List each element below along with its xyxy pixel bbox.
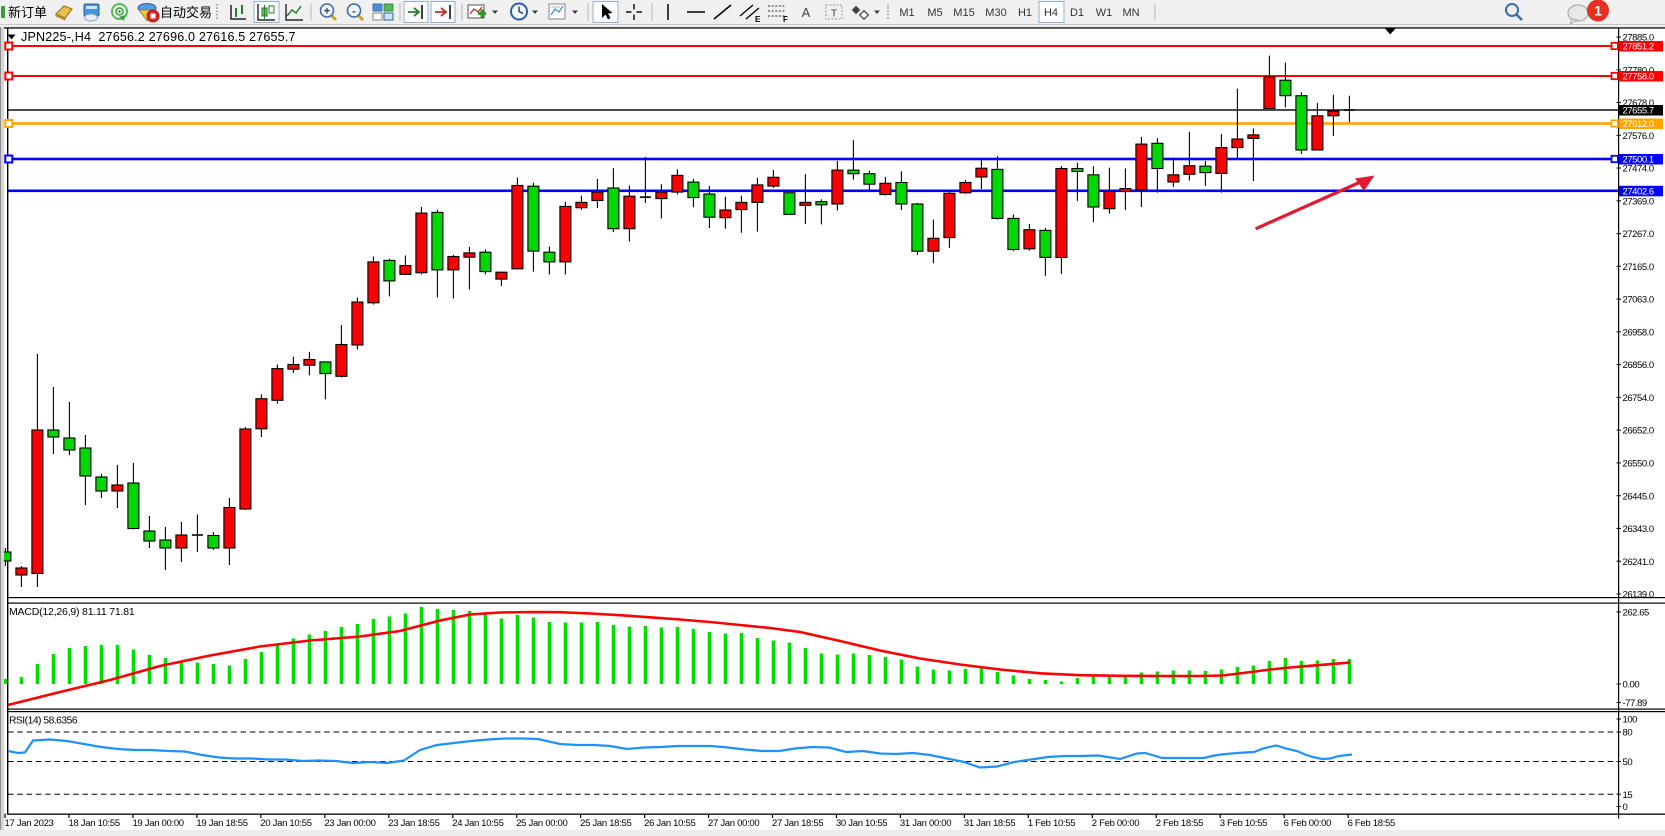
svg-text:19 Jan 00:00: 19 Jan 00:00 (132, 818, 183, 829)
svg-text:M15: M15 (953, 7, 974, 19)
svg-text:27780.0: 27780.0 (1623, 65, 1654, 76)
svg-text:H4: H4 (1044, 7, 1058, 19)
svg-text:27 Jan 18:55: 27 Jan 18:55 (772, 818, 823, 829)
svg-text:26550.0: 26550.0 (1623, 459, 1654, 470)
svg-text:H1: H1 (1018, 7, 1032, 19)
svg-text:-: - (352, 6, 356, 18)
svg-text:26445.0: 26445.0 (1623, 491, 1654, 502)
svg-text:17 Jan 2023: 17 Jan 2023 (5, 818, 54, 829)
svg-text:26856.0: 26856.0 (1623, 360, 1654, 371)
svg-text:27655.7: 27655.7 (1623, 106, 1654, 117)
svg-text:F: F (783, 15, 788, 24)
svg-text:+: + (324, 6, 330, 18)
svg-text:23 Jan 18:55: 23 Jan 18:55 (388, 818, 439, 829)
svg-text:24 Jan 10:55: 24 Jan 10:55 (452, 818, 503, 829)
svg-text:3 Feb 10:55: 3 Feb 10:55 (1220, 818, 1267, 829)
svg-text:M5: M5 (927, 7, 942, 19)
svg-text:27369.0: 27369.0 (1623, 196, 1654, 207)
svg-text:262.65: 262.65 (1623, 608, 1650, 619)
svg-text:0.00: 0.00 (1623, 680, 1640, 691)
svg-text:26652.0: 26652.0 (1623, 426, 1654, 437)
svg-text:27063.0: 27063.0 (1623, 295, 1654, 306)
svg-text:18 Jan 10:55: 18 Jan 10:55 (69, 818, 120, 829)
svg-text:30 Jan 10:55: 30 Jan 10:55 (836, 818, 887, 829)
svg-text:1 Feb 10:55: 1 Feb 10:55 (1028, 818, 1075, 829)
svg-text:2 Feb 00:00: 2 Feb 00:00 (1092, 818, 1139, 829)
svg-text:A: A (802, 5, 811, 20)
svg-text:31 Jan 00:00: 31 Jan 00:00 (900, 818, 951, 829)
svg-text:M1: M1 (899, 7, 914, 19)
svg-text:25 Jan 18:55: 25 Jan 18:55 (580, 818, 631, 829)
svg-text:26754.0: 26754.0 (1623, 393, 1654, 404)
svg-text:27612.0: 27612.0 (1623, 119, 1654, 130)
svg-text:自动交易: 自动交易 (160, 5, 212, 20)
svg-text:19 Jan 18:55: 19 Jan 18:55 (196, 818, 247, 829)
svg-text:MACD(12,26,9) 81.11 71.81: MACD(12,26,9) 81.11 71.81 (9, 606, 135, 618)
svg-text:0: 0 (1623, 802, 1628, 813)
svg-text:26 Jan 10:55: 26 Jan 10:55 (644, 818, 695, 829)
svg-text:31 Jan 18:55: 31 Jan 18:55 (964, 818, 1015, 829)
svg-text:27678.0: 27678.0 (1623, 98, 1654, 109)
svg-text:MN: MN (1122, 7, 1139, 19)
svg-text:100: 100 (1623, 715, 1638, 726)
svg-text:27474.0: 27474.0 (1623, 164, 1654, 175)
svg-text:26241.0: 26241.0 (1623, 557, 1654, 568)
svg-text:26958.0: 26958.0 (1623, 327, 1654, 338)
svg-text:27 Jan 00:00: 27 Jan 00:00 (708, 818, 759, 829)
svg-text:20 Jan 10:55: 20 Jan 10:55 (260, 818, 311, 829)
svg-text:27500.1: 27500.1 (1623, 155, 1654, 166)
svg-text:T: T (831, 9, 837, 20)
svg-text:27267.0: 27267.0 (1623, 229, 1654, 240)
svg-text:1: 1 (1594, 3, 1602, 19)
svg-text:27165.0: 27165.0 (1623, 262, 1654, 273)
svg-text:27576.0: 27576.0 (1623, 131, 1654, 142)
svg-text:M30: M30 (985, 7, 1006, 19)
svg-text:27402.6: 27402.6 (1623, 186, 1654, 197)
svg-text:2 Feb 18:55: 2 Feb 18:55 (1156, 818, 1203, 829)
svg-text:80: 80 (1623, 728, 1633, 739)
svg-text:D1: D1 (1070, 7, 1084, 19)
svg-text:26139.0: 26139.0 (1623, 590, 1654, 601)
svg-text:RSI(14) 58.6356: RSI(14) 58.6356 (9, 716, 78, 727)
svg-text:27851.2: 27851.2 (1623, 42, 1654, 53)
svg-text:26343.0: 26343.0 (1623, 524, 1654, 535)
svg-text:JPN225-,H4 27656.2 27696.0 27: JPN225-,H4 27656.2 27696.0 27616.5 27655… (21, 30, 296, 44)
svg-text:W1: W1 (1096, 7, 1113, 19)
svg-text:E: E (755, 15, 761, 24)
svg-text:6 Feb 18:55: 6 Feb 18:55 (1348, 818, 1395, 829)
svg-text:15: 15 (1623, 790, 1633, 801)
svg-text:27885.0: 27885.0 (1623, 33, 1654, 44)
svg-text:27758.0: 27758.0 (1623, 72, 1654, 83)
svg-text:23 Jan 00:00: 23 Jan 00:00 (324, 818, 375, 829)
svg-text:-77.89: -77.89 (1623, 698, 1647, 709)
svg-text:25 Jan 00:00: 25 Jan 00:00 (516, 818, 567, 829)
svg-text:新订单: 新订单 (8, 5, 47, 20)
svg-text:6 Feb 00:00: 6 Feb 00:00 (1284, 818, 1331, 829)
svg-text:50: 50 (1623, 757, 1633, 768)
